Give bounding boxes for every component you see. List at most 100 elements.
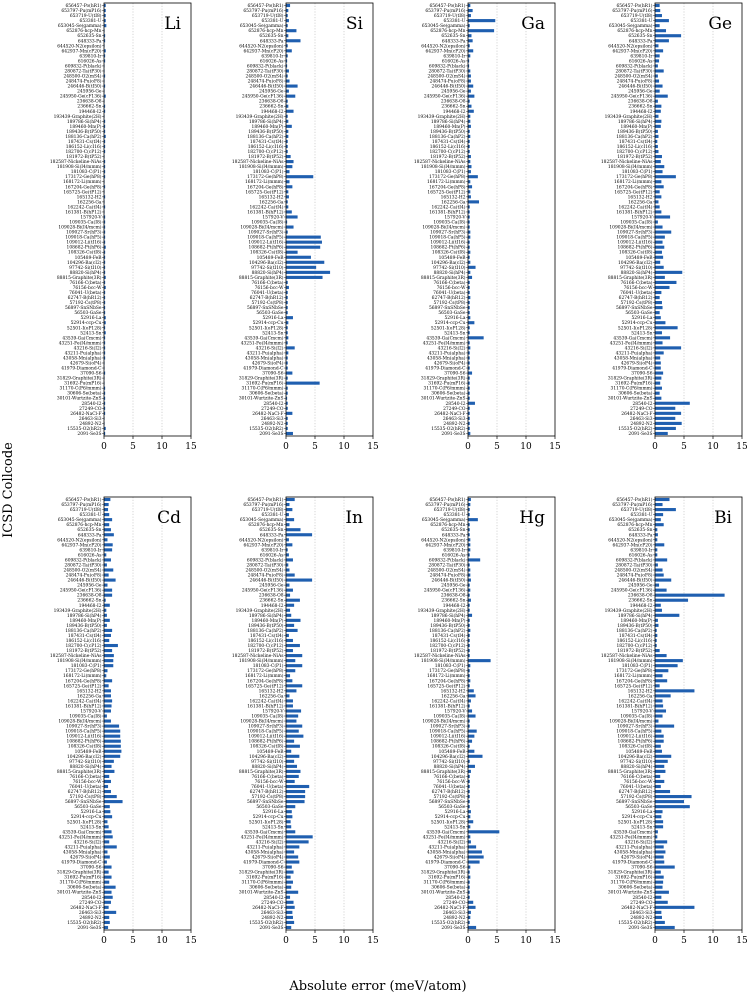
bar	[286, 860, 300, 864]
bar	[655, 638, 657, 643]
bar	[104, 684, 109, 688]
y-axis-label: ICSD Collcode	[1, 442, 16, 538]
bar	[286, 618, 301, 622]
category-label: 24892-N2	[443, 916, 465, 921]
category-label: 56897-SnSNbSe	[429, 306, 466, 311]
bar	[468, 411, 470, 415]
bar	[104, 326, 106, 330]
bar	[655, 381, 661, 385]
bar	[468, 94, 475, 98]
bar	[286, 260, 325, 264]
category-label: 76041-U(beta)	[620, 291, 653, 296]
category-label: 97742-Si(tI10)	[251, 760, 284, 765]
bar	[468, 508, 470, 512]
bar	[104, 74, 106, 78]
category-label: 188136-Ca(hP2)	[616, 629, 653, 634]
category-label: 104296-Ba(cI2)	[67, 261, 102, 266]
bar	[468, 109, 474, 113]
bar	[104, 689, 111, 693]
category-label: 236662-Sn	[77, 599, 101, 604]
category-label: 37090-S6	[262, 866, 283, 871]
category-label: 193439-Graphite(2H)	[236, 609, 284, 614]
bar	[655, 744, 661, 748]
category-label: 245950-Ge(cF136)	[611, 589, 653, 594]
category-label: 167204-Ge(hP8)	[247, 679, 284, 684]
bar	[286, 694, 290, 698]
category-label: 41979-Diamond-C	[612, 367, 653, 372]
category-label: 105489-FeB	[257, 750, 284, 755]
bar	[104, 39, 106, 43]
bar	[655, 518, 661, 522]
bar	[104, 789, 111, 794]
category-label: 62747-B(hR12)	[619, 296, 653, 301]
category-label: 28540-I2	[446, 402, 466, 407]
bar	[286, 185, 293, 189]
bar	[286, 553, 289, 557]
bar	[655, 175, 676, 179]
category-label: 182700-C(cP12)	[65, 644, 101, 649]
category-label: 162256-Ga	[441, 694, 466, 699]
category-label: 28540-I2	[82, 896, 102, 901]
category-label: 639810-Ir	[630, 548, 653, 553]
bar	[104, 754, 121, 758]
bar	[655, 160, 661, 164]
bar	[655, 114, 659, 118]
category-label: 37090-S6	[444, 372, 465, 377]
category-label: 248500-O2(mS4)	[614, 75, 652, 80]
bar	[104, 34, 106, 38]
bar	[104, 331, 106, 335]
category-label: 652876-hcp-Mn	[66, 29, 101, 34]
category-label: 187431-Cs(tI4)	[432, 140, 466, 145]
category-label: 43216-Si(I2)	[625, 840, 653, 845]
bar	[468, 280, 470, 284]
category-label: 653719-U(tI8)	[252, 14, 284, 19]
bar	[468, 850, 482, 854]
category-label: 42679-Si(oP4)	[252, 361, 284, 366]
bar	[104, 910, 117, 914]
bar	[104, 245, 106, 249]
category-label: 41979-Diamond-C	[61, 367, 102, 372]
category-label: 236662-Sn	[628, 105, 652, 110]
category-label: 181083-C(P1)	[253, 170, 284, 175]
bar	[286, 165, 293, 169]
panel-si: 0 5 10 15 656457-Po(hR1)653797-Pu(mP16)65371…	[232, 2, 379, 452]
category-label: 104296-Ba(cI2)	[249, 755, 284, 760]
bar	[286, 518, 295, 522]
bar	[655, 850, 666, 854]
bar	[286, 250, 298, 254]
bar	[655, 729, 662, 733]
category-label: 616026-As	[442, 59, 466, 64]
category-label: 182700-C(cP12)	[616, 644, 652, 649]
category-label: 653719-U(tI8)	[70, 508, 102, 513]
category-label: 236662-Sn	[628, 599, 652, 604]
bar	[468, 518, 478, 522]
category-label: 26463-Si3	[261, 417, 284, 422]
category-label: 181908-Si(I4/mmm)	[57, 659, 102, 664]
category-label: 26463-Si3	[79, 911, 102, 916]
category-label: 31829-Graphite(3R)	[421, 871, 466, 876]
panel-cd: 0 5 10 15 656457-Po(hR1)653797-Pu(mP16)65371…	[50, 496, 197, 946]
bar	[286, 180, 290, 184]
category-label: 109027-Sr(hP3)	[617, 725, 653, 730]
bar	[286, 628, 298, 632]
category-label: 24892-N2	[630, 422, 652, 427]
bar	[104, 669, 108, 673]
bar	[286, 920, 295, 925]
bar	[286, 326, 288, 330]
category-label: 2091-Se3S	[628, 432, 652, 437]
category-label: 31692-Pu(mP16)	[64, 876, 102, 881]
bar	[655, 890, 669, 894]
bar	[468, 759, 470, 763]
bar	[286, 825, 292, 829]
category-label: 30606-Se(beta)	[431, 886, 466, 891]
category-label: 186152-Li(cI16)	[617, 639, 653, 644]
category-label: 24892-N2	[79, 916, 101, 921]
bar	[655, 401, 690, 405]
bar	[655, 608, 662, 612]
bar	[286, 638, 293, 643]
bar	[655, 290, 662, 295]
category-label: 76166-C(beta)	[69, 281, 101, 286]
bar	[286, 654, 303, 658]
category-label: 162242-Ca(tI4)	[250, 205, 284, 210]
bar	[286, 905, 295, 909]
